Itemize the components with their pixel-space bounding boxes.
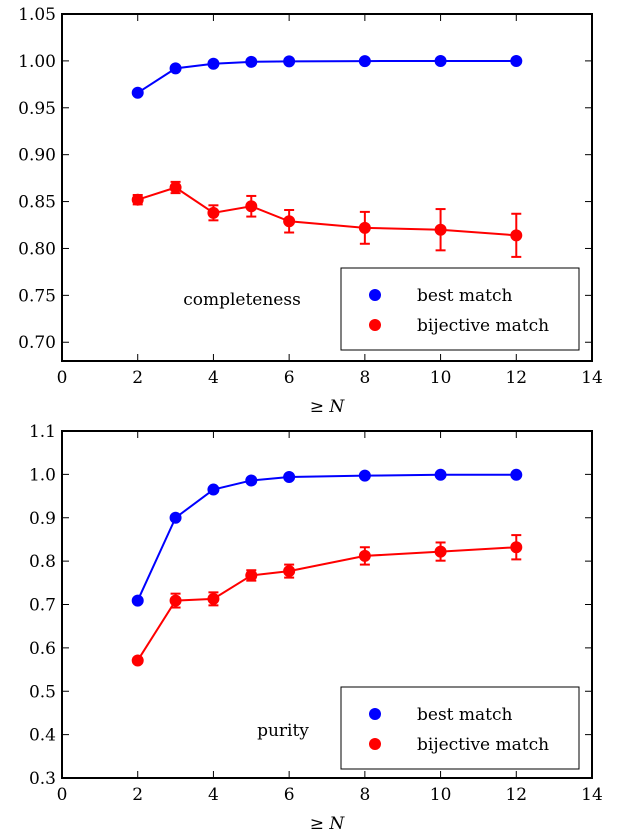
annotation-text: completeness	[183, 290, 301, 310]
data-point	[207, 206, 220, 219]
y-tick-label: 0.5	[29, 682, 56, 702]
x-tick-label: 0	[57, 785, 68, 805]
data-point	[434, 223, 447, 236]
data-point	[358, 469, 371, 482]
y-tick-label: 0.8	[29, 552, 56, 572]
data-point	[169, 511, 182, 524]
chart-1: 0 2 4 6 8 10 12 14 0.3 0.4 0.5 0.6 0.7 0.8 0.9 1.0 1.1 pu…	[29, 422, 603, 834]
x-axis-label: ≥ N	[310, 814, 346, 834]
data-point	[510, 229, 523, 242]
y-tick-label: 1.05	[18, 5, 56, 25]
x-tick-label: 4	[208, 368, 219, 388]
legend-marker	[369, 289, 381, 301]
x-tick-label: 0	[57, 368, 68, 388]
data-point	[131, 654, 144, 667]
data-point	[207, 57, 220, 70]
legend: best match bijective match	[340, 686, 580, 770]
y-tick-label: 0.75	[18, 286, 56, 306]
data-point	[207, 592, 220, 605]
x-tick-label: 4	[208, 785, 219, 805]
data-point	[434, 468, 447, 481]
data-point	[510, 54, 523, 67]
data-point	[245, 474, 258, 487]
legend-box	[340, 267, 580, 351]
legend-label: bijective match	[417, 316, 549, 336]
data-point	[510, 541, 523, 554]
data-point	[434, 545, 447, 558]
y-tick-label: 1.0	[29, 465, 56, 485]
data-point	[169, 594, 182, 607]
series-bijective-match	[131, 180, 523, 258]
y-tick-label: 0.90	[18, 146, 56, 166]
series-best-match	[131, 54, 523, 99]
legend-label: bijective match	[417, 735, 549, 755]
data-point	[358, 221, 371, 234]
x-tick-label: 8	[359, 785, 370, 805]
series-line	[137, 186, 517, 237]
y-tick-label: 0.7	[29, 596, 56, 616]
y-tick-label: 0.4	[29, 726, 56, 746]
data-point	[358, 549, 371, 562]
data-point	[358, 55, 371, 68]
legend-marker	[369, 738, 381, 750]
x-tick-label: 12	[505, 785, 527, 805]
x-tick-label: 14	[581, 785, 603, 805]
legend-marker	[369, 319, 381, 331]
chart-0: 0 2 4 6 8 10 12 14 0.70 0.75 0.80 0.85 0.90 0.95 1.00 1…	[18, 5, 603, 417]
data-point	[245, 55, 258, 68]
y-tick-label: 0.70	[18, 333, 56, 353]
annotation-text: purity	[257, 721, 309, 741]
data-point	[169, 62, 182, 75]
data-point	[434, 54, 447, 67]
series-line	[136, 473, 517, 602]
y-tick-label: 0.85	[18, 193, 56, 213]
x-tick-label: 10	[430, 368, 452, 388]
y-tick-label: 1.1	[29, 422, 56, 442]
data-point	[283, 565, 296, 578]
data-point	[245, 200, 258, 213]
legend-box	[340, 686, 580, 770]
data-point	[283, 215, 296, 228]
data-point	[131, 86, 144, 99]
y-tick-label: 0.95	[18, 99, 56, 119]
y-tick-label: 0.6	[29, 639, 56, 659]
x-tick-label: 6	[284, 785, 295, 805]
data-point	[283, 55, 296, 68]
data-point	[131, 193, 144, 206]
x-tick-label: 14	[581, 368, 603, 388]
series-bijective-match	[131, 534, 523, 667]
y-tick-label: 0.3	[29, 769, 56, 789]
legend-marker	[369, 708, 381, 720]
series-best-match	[131, 468, 523, 607]
data-point	[510, 468, 523, 481]
data-point	[245, 569, 258, 582]
x-tick-label: 8	[359, 368, 370, 388]
plot-frame	[61, 13, 593, 362]
legend: best match bijective match	[340, 267, 580, 351]
y-tick-label: 0.9	[29, 509, 56, 529]
data-point	[283, 470, 296, 483]
data-point	[169, 181, 182, 194]
legend-label: best match	[417, 286, 513, 306]
legend-label: best match	[417, 705, 513, 725]
x-tick-label: 2	[132, 785, 143, 805]
x-tick-label: 2	[132, 368, 143, 388]
x-axis-label: ≥ N	[310, 397, 346, 417]
y-tick-label: 1.00	[18, 52, 56, 72]
x-tick-label: 10	[430, 785, 452, 805]
y-tick-label: 0.80	[18, 239, 56, 259]
data-point	[131, 594, 144, 607]
x-tick-label: 6	[284, 368, 295, 388]
series-line	[136, 546, 517, 661]
series-line	[137, 59, 517, 94]
x-tick-label: 12	[505, 368, 527, 388]
data-point	[207, 483, 220, 496]
